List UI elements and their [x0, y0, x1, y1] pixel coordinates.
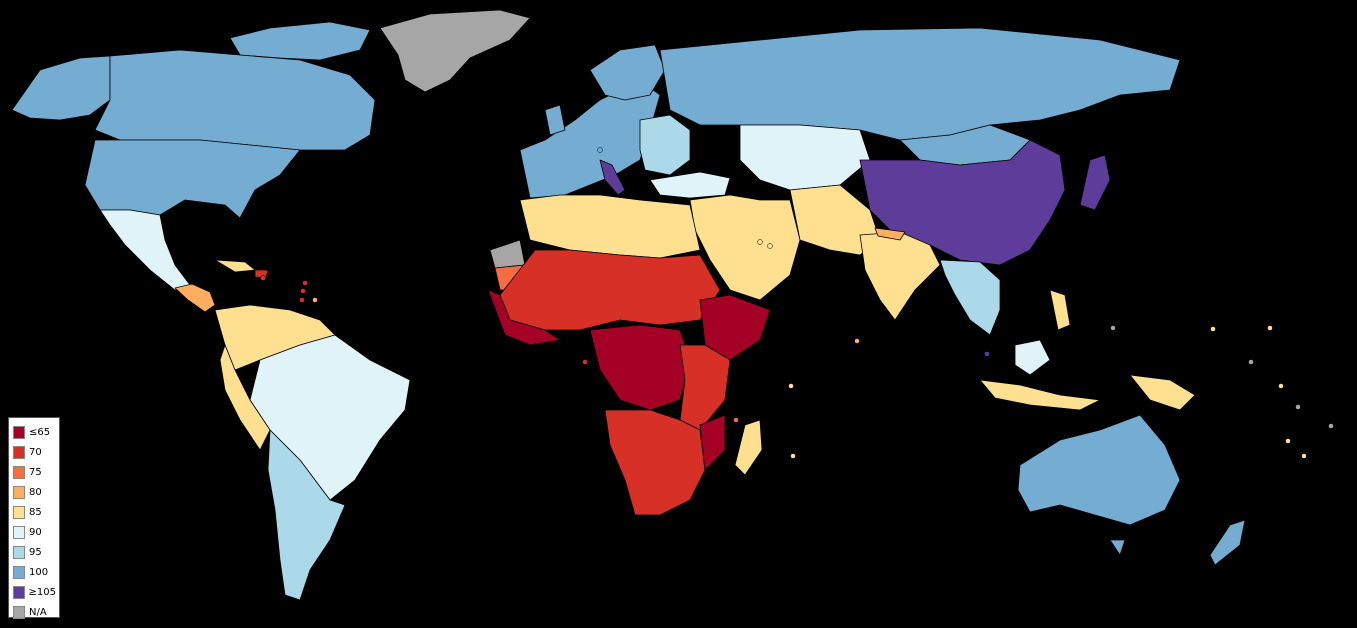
- island-dot: [984, 351, 990, 357]
- region-north-africa: [519, 194, 701, 259]
- island-dot: [597, 147, 603, 153]
- region-central-america: [174, 283, 216, 313]
- region-western-europe: [519, 79, 661, 199]
- legend-entry: 70: [13, 442, 56, 462]
- island-dot: [1295, 404, 1301, 410]
- region-greenland: [379, 9, 531, 93]
- legend-swatch: [13, 445, 25, 459]
- legend-entry: 85: [13, 502, 56, 522]
- region-india: [859, 231, 941, 321]
- region-mozambique: [699, 414, 726, 471]
- island-dot: [1278, 383, 1284, 389]
- region-canada: [94, 49, 376, 151]
- legend-label: ≤65: [29, 426, 51, 438]
- island-dot: [1210, 326, 1216, 332]
- region-nepal: [874, 227, 906, 241]
- island-dot: [1328, 423, 1334, 429]
- legend-swatch: [13, 485, 25, 499]
- region-central-asia: [739, 124, 871, 191]
- region-arctic-islands: [229, 21, 371, 61]
- legend-entry: 80: [13, 482, 56, 502]
- region-new-guinea: [1129, 374, 1196, 411]
- legend-swatch: [13, 465, 25, 479]
- island-dot: [1267, 325, 1273, 331]
- legend-label: 80: [29, 486, 42, 498]
- legend-label: 90: [29, 526, 42, 538]
- region-turkey: [649, 171, 731, 199]
- region-western-sahara: [489, 239, 526, 269]
- legend-swatch: [13, 505, 25, 519]
- island-dot: [582, 359, 588, 365]
- region-italy: [599, 159, 626, 196]
- region-indonesia: [979, 379, 1101, 411]
- region-southern-africa: [604, 409, 706, 516]
- map-legend: ≤65 70 75 80 85 90 95 100 ≥105 N/A: [8, 417, 60, 619]
- region-mexico: [99, 209, 191, 291]
- legend-swatch: [13, 565, 25, 579]
- legend-entry: ≤65: [13, 422, 56, 442]
- region-southeast-asia: [939, 259, 1001, 336]
- legend-label: 85: [29, 506, 42, 518]
- island-dot: [757, 239, 763, 245]
- island-dot: [733, 417, 739, 423]
- region-russia: [659, 27, 1181, 141]
- region-tasmania: [1109, 539, 1126, 556]
- legend-label: 70: [29, 446, 42, 458]
- island-dot: [767, 243, 773, 249]
- region-sahel: [499, 249, 721, 331]
- region-usa: [84, 139, 301, 219]
- island-dot: [300, 288, 306, 294]
- legend-label: 95: [29, 546, 42, 558]
- legend-entry: ≥105: [13, 582, 56, 602]
- region-uk: [544, 104, 566, 136]
- legend-swatch: [13, 545, 25, 559]
- region-west-africa-coast: [487, 289, 561, 346]
- legend-entry: N/A: [13, 602, 56, 622]
- region-japan: [1079, 154, 1111, 211]
- legend-swatch: [13, 525, 25, 539]
- region-madagascar: [734, 419, 763, 476]
- legend-label: ≥105: [28, 586, 56, 598]
- region-australia: [1017, 414, 1181, 526]
- legend-swatch: [13, 585, 25, 599]
- region-southern-cone: [267, 429, 346, 601]
- legend-entry: 100: [13, 562, 56, 582]
- legend-swatch: [13, 605, 25, 619]
- island-dot: [1301, 453, 1307, 459]
- island-dot: [302, 280, 308, 286]
- legend-entry: 90: [13, 522, 56, 542]
- region-scandinavia: [589, 44, 666, 101]
- legend-entry: 75: [13, 462, 56, 482]
- region-central-africa: [589, 324, 691, 411]
- region-east-africa: [679, 344, 731, 431]
- region-andes: [219, 344, 271, 451]
- island-dot: [312, 297, 318, 303]
- region-new-zealand: [1209, 519, 1246, 566]
- island-dot: [260, 275, 266, 281]
- legend-label: 100: [29, 566, 49, 578]
- island-dot: [790, 453, 796, 459]
- region-alaska: [11, 55, 111, 121]
- island-dot: [788, 383, 794, 389]
- island-dot: [299, 297, 305, 303]
- region-eastern-europe: [639, 114, 691, 176]
- legend-label: 75: [29, 466, 42, 478]
- region-middle-east: [689, 194, 801, 301]
- region-philippines: [1049, 289, 1071, 331]
- legend-entry: 95: [13, 542, 56, 562]
- island-dot: [854, 338, 860, 344]
- legend-label: N/A: [29, 606, 47, 618]
- island-dot: [1285, 438, 1291, 444]
- island-dot: [1248, 359, 1254, 365]
- region-borneo: [1014, 339, 1051, 376]
- island-dot: [1110, 325, 1116, 331]
- legend-swatch: [13, 425, 25, 439]
- region-caribbean: [214, 259, 256, 273]
